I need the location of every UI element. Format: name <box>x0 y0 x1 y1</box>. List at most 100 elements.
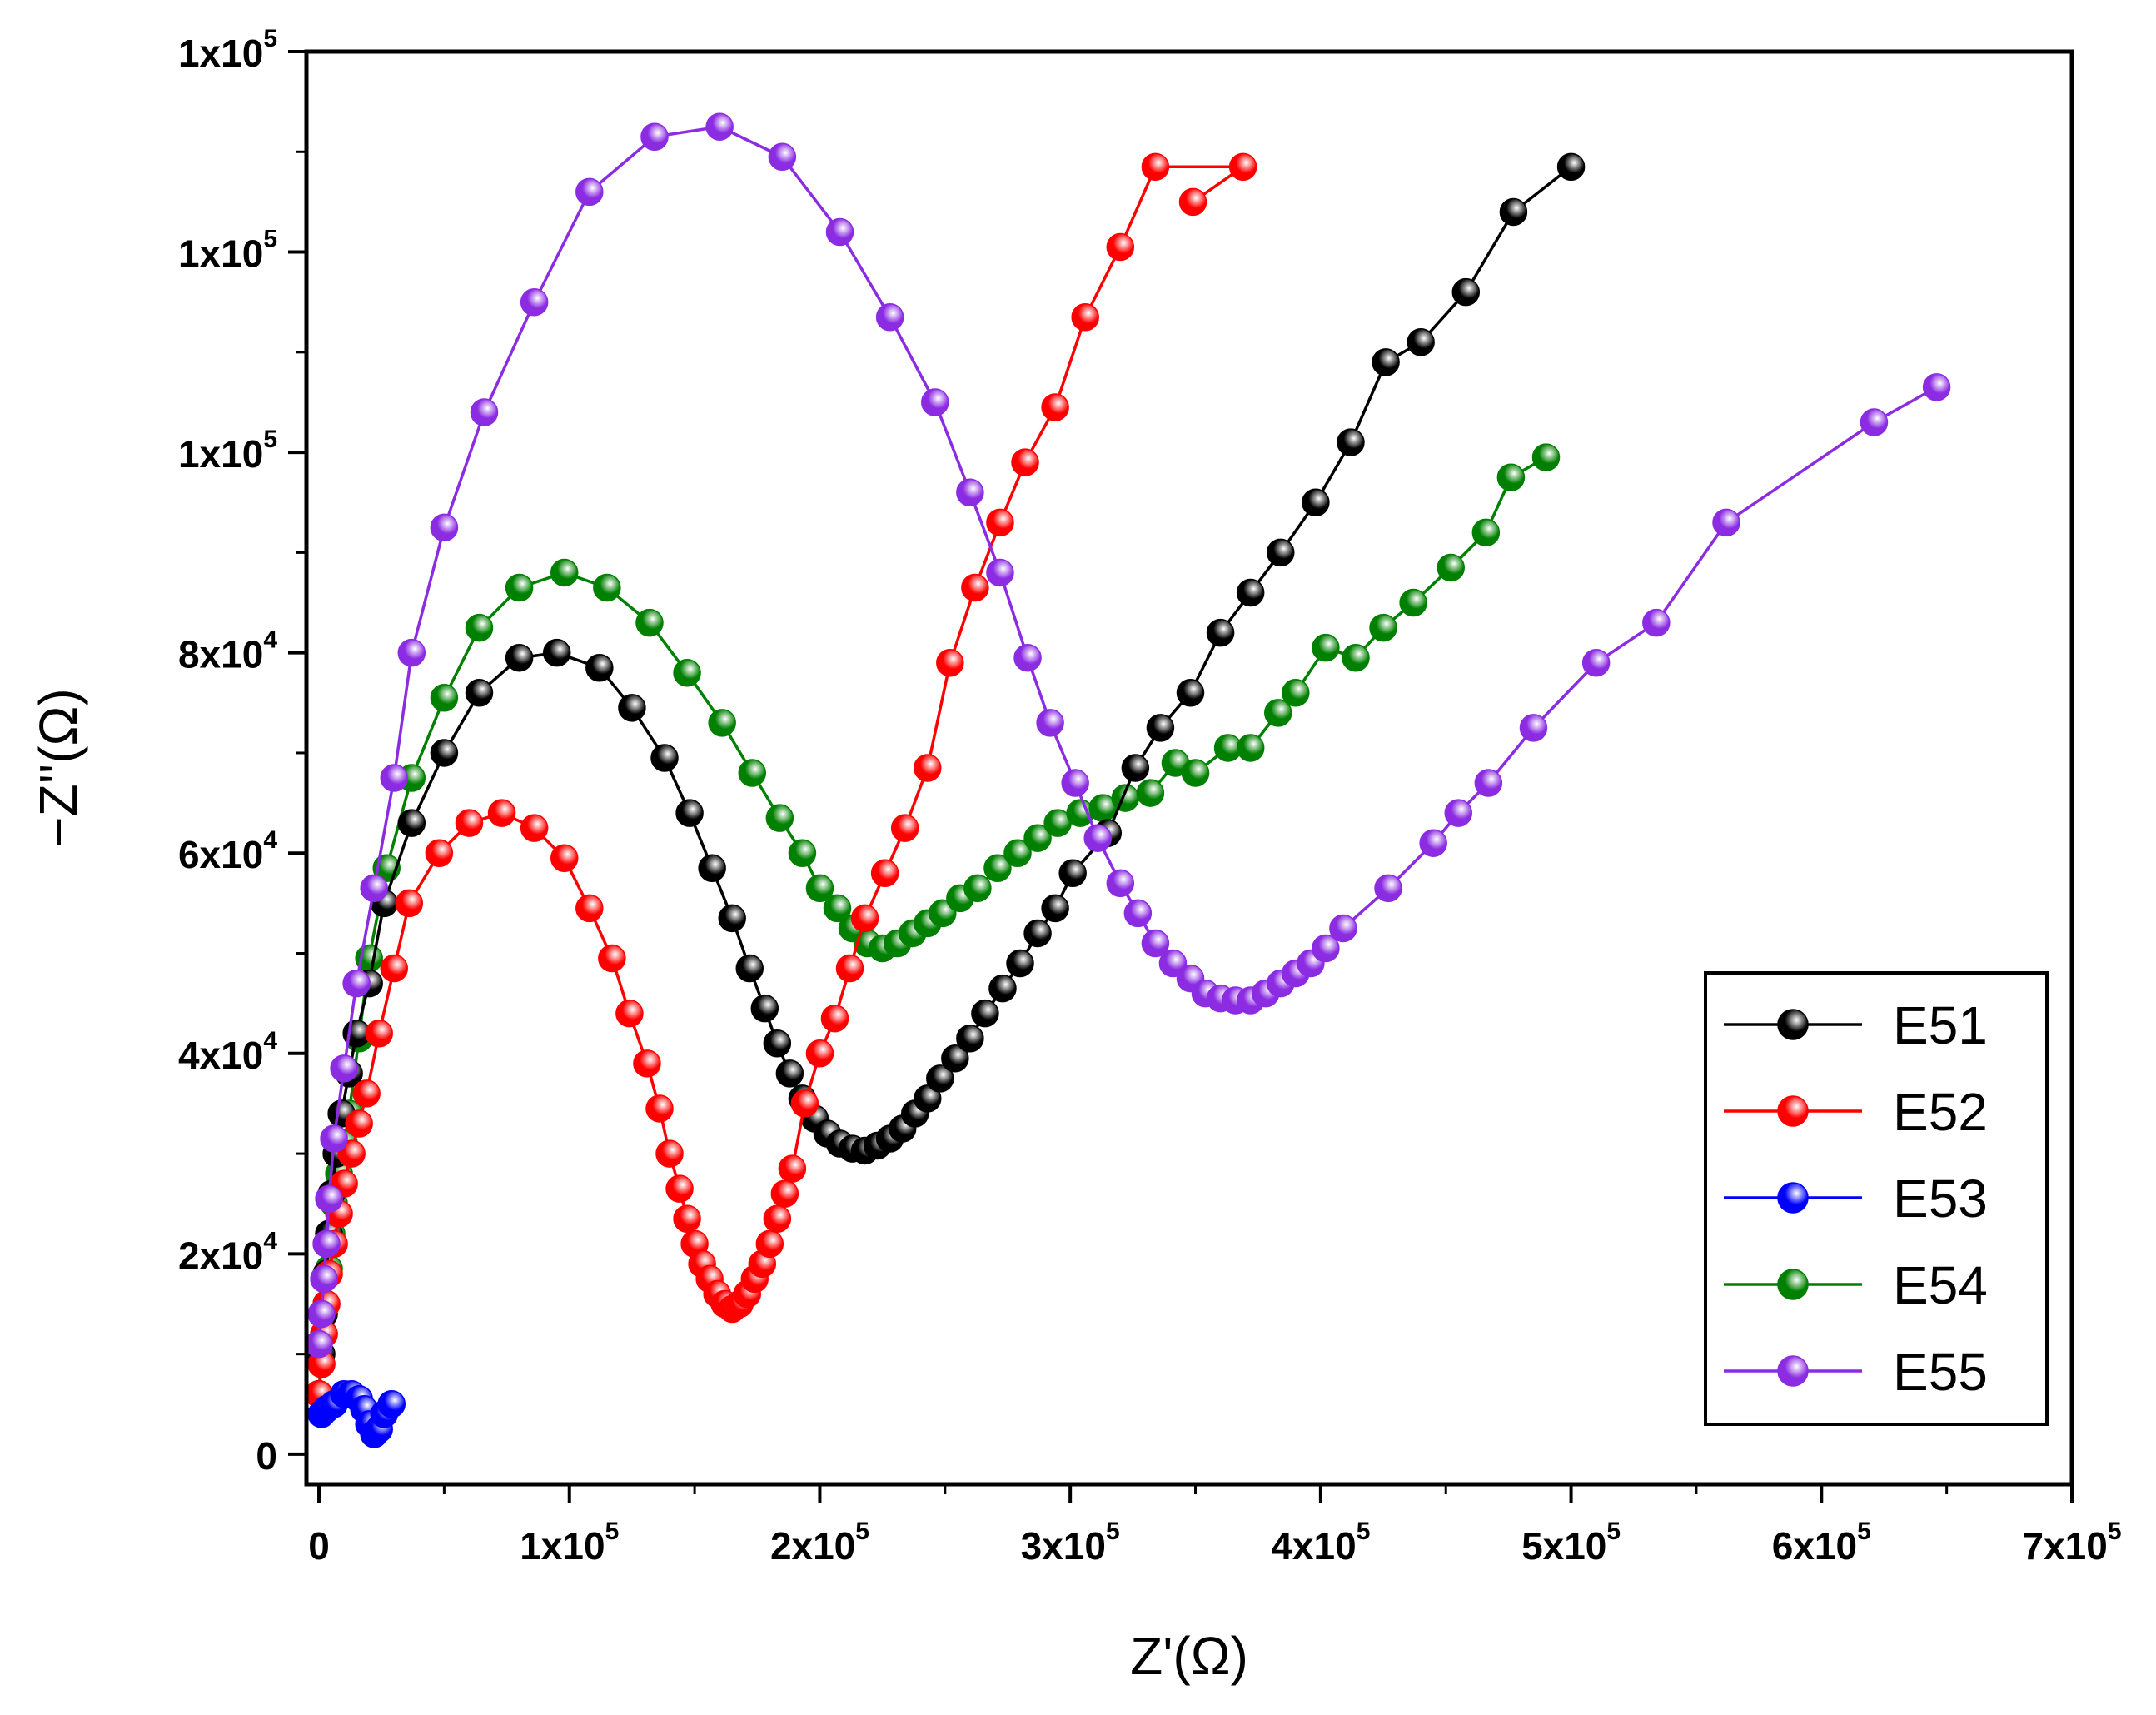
legend-marker <box>1777 1095 1809 1127</box>
legend-marker <box>1777 1269 1809 1300</box>
data-point-E52 <box>870 859 899 888</box>
legend-label: E55 <box>1893 1342 1988 1402</box>
data-point-E54 <box>465 613 494 642</box>
x-tick-label: 7x105 <box>2022 1518 2121 1568</box>
data-point-E52 <box>755 1229 784 1259</box>
data-point-E52 <box>1106 232 1135 262</box>
data-point-E55 <box>1922 373 1951 401</box>
data-point-E55 <box>1123 899 1153 928</box>
data-point-E54 <box>505 573 534 602</box>
data-point-E55 <box>956 478 984 506</box>
data-point-E54 <box>788 839 817 867</box>
data-point-E55 <box>921 388 949 416</box>
data-point-E55 <box>320 1124 348 1153</box>
data-point-E51 <box>1176 679 1205 707</box>
data-point-E52 <box>1041 393 1069 421</box>
data-point-E52 <box>645 1094 674 1123</box>
data-point-E55 <box>307 1299 336 1329</box>
data-point-E51 <box>698 854 726 883</box>
data-point-E52 <box>1071 302 1099 332</box>
data-point-E52 <box>936 648 964 677</box>
data-point-E54 <box>983 854 1012 883</box>
data-point-E55 <box>342 969 371 998</box>
x-axis-title: Z'(Ω) <box>1130 1626 1248 1686</box>
data-point-E54 <box>1437 553 1465 582</box>
data-point-E51 <box>988 974 1017 1003</box>
legend-label: E54 <box>1893 1255 1988 1315</box>
series-E51 <box>305 152 1586 1408</box>
data-point-E52 <box>1228 152 1257 182</box>
y-tick-label: 1x105 <box>178 25 277 75</box>
y-tick-label: 8x104 <box>178 626 277 676</box>
data-point-E55 <box>1106 869 1135 898</box>
data-point-E55 <box>825 217 854 247</box>
series-layer <box>305 112 1951 1448</box>
data-point-E52 <box>345 1109 373 1138</box>
data-point-E55 <box>1141 929 1170 958</box>
data-point-E55 <box>768 142 797 172</box>
data-point-E53 <box>377 1390 406 1418</box>
legend-entry-E54: E54 <box>1724 1255 1988 1315</box>
data-point-E54 <box>805 874 834 903</box>
data-point-E51 <box>1146 714 1175 742</box>
data-point-E54 <box>738 759 767 787</box>
data-point-E55 <box>305 1329 333 1359</box>
data-point-E52 <box>352 1079 381 1108</box>
legend-entry-E53: E53 <box>1724 1169 1988 1229</box>
data-point-E52 <box>615 999 644 1028</box>
data-point-E55 <box>1036 709 1064 737</box>
series-E52 <box>305 152 1257 1408</box>
legend-label: E51 <box>1893 995 1988 1055</box>
data-point-E52 <box>763 1204 792 1234</box>
data-point-E54 <box>1282 679 1310 707</box>
data-point-E52 <box>425 839 454 867</box>
data-point-E52 <box>1011 448 1039 476</box>
axes-layer: 0 1x105 2x105 3x105 4x105 5x105 6x105 7x105 0 2x1… <box>178 25 2122 1568</box>
data-point-E54 <box>550 558 579 587</box>
data-point-E52 <box>365 1019 393 1048</box>
data-point-E52 <box>673 1204 701 1234</box>
data-point-E52 <box>598 944 626 973</box>
x-tick-label: 4x105 <box>1271 1518 1370 1568</box>
data-point-E55 <box>986 558 1014 587</box>
data-point-E51 <box>505 643 534 672</box>
legend-label: E52 <box>1893 1082 1988 1142</box>
data-point-E52 <box>633 1049 661 1078</box>
y-tick-label: 0 <box>256 1434 277 1478</box>
data-point-E51 <box>971 999 999 1028</box>
data-point-E55 <box>1860 408 1889 436</box>
data-point-E55 <box>520 287 549 317</box>
data-point-E55 <box>310 1264 338 1294</box>
data-point-E51 <box>763 1029 792 1058</box>
x-tick-label: 6x105 <box>1772 1518 1871 1568</box>
data-point-E54 <box>1342 643 1370 672</box>
data-point-E52 <box>820 1004 849 1033</box>
data-point-E52 <box>665 1174 694 1203</box>
data-point-E55 <box>380 764 408 792</box>
data-point-E51 <box>1121 754 1150 782</box>
data-point-E55 <box>875 302 904 332</box>
data-point-E52 <box>986 508 1014 537</box>
data-point-E51 <box>775 1059 804 1088</box>
data-point-E51 <box>1302 488 1330 517</box>
y-tick-label: 4x104 <box>178 1027 277 1077</box>
data-point-E54 <box>708 709 736 737</box>
data-point-E52 <box>890 814 919 842</box>
y-tick-label: 1x105 <box>178 426 277 476</box>
data-point-E55 <box>1061 769 1089 797</box>
data-point-E51 <box>735 954 764 983</box>
data-point-E54 <box>673 658 701 687</box>
series-E55 <box>305 112 1951 1359</box>
data-point-E54 <box>1312 633 1340 662</box>
data-point-E52 <box>455 809 484 837</box>
data-point-E55 <box>1374 874 1402 903</box>
data-point-E54 <box>963 874 992 903</box>
data-point-E55 <box>1474 769 1503 797</box>
data-point-E51 <box>956 1025 984 1053</box>
data-point-E51 <box>1236 578 1265 607</box>
data-point-E54 <box>1471 518 1501 547</box>
data-point-E51 <box>650 744 679 772</box>
data-point-E52 <box>575 894 604 923</box>
legend-marker <box>1777 1182 1809 1214</box>
data-point-E51 <box>1451 277 1481 307</box>
